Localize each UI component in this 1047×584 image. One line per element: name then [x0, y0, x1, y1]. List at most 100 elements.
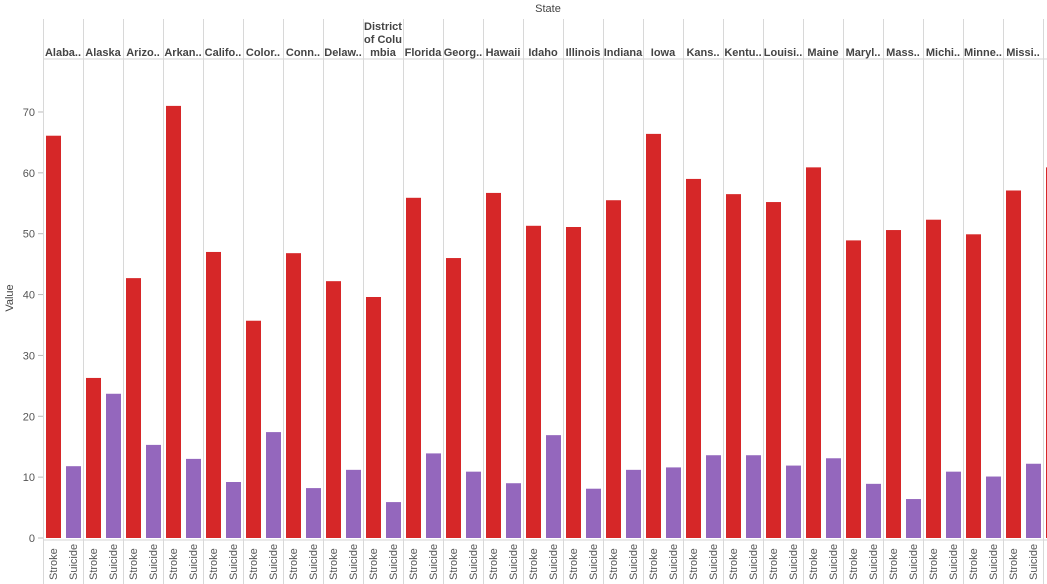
suicide-category-label: Suicide: [748, 544, 760, 580]
state-header-label: Missi..: [1006, 47, 1040, 59]
suicide-category-label: Suicide: [548, 544, 560, 580]
suicide-category-label: Suicide: [868, 544, 880, 580]
y-tick-label: 60: [23, 168, 35, 180]
stroke-category-label: Stroke: [48, 548, 60, 580]
suicide-bar: [946, 471, 961, 538]
suicide-bar: [786, 465, 801, 538]
stroke-category-label: Stroke: [368, 548, 380, 580]
suicide-bar: [466, 471, 481, 538]
state-panel: Kentu.. Stroke Suicide: [723, 19, 762, 584]
suicide-bar: [986, 476, 1001, 538]
stroke-bar: [566, 227, 581, 538]
stroke-bar: [766, 202, 781, 538]
stroke-bar: [126, 278, 141, 538]
state-header-label: Califo..: [205, 47, 242, 59]
suicide-bar: [706, 455, 721, 538]
y-tick-label: 50: [23, 229, 35, 241]
y-tick-label: 30: [23, 350, 35, 362]
stroke-category-label: Stroke: [88, 548, 100, 580]
stroke-bar: [966, 234, 981, 538]
suicide-bar: [226, 482, 241, 538]
state-header-label: Idaho: [528, 47, 558, 59]
suicide-category-label: Suicide: [988, 544, 1000, 580]
stroke-category-label: Stroke: [968, 548, 980, 580]
suicide-category-label: Suicide: [948, 544, 960, 580]
suicide-bar: [266, 432, 281, 538]
suicide-category-label: Suicide: [108, 544, 120, 580]
state-header-label: Arizo..: [126, 47, 160, 59]
state-panel: Missi.. Stroke Suicide: [1003, 19, 1041, 584]
suicide-category-label: Suicide: [148, 544, 160, 580]
suicide-bar: [666, 467, 681, 538]
stroke-bar: [46, 135, 61, 538]
suicide-category-label: Suicide: [908, 544, 920, 580]
state-header-label: Arkan..: [164, 47, 201, 59]
suicide-bar: [106, 393, 121, 538]
stroke-bar: [166, 105, 181, 539]
suicide-bar: [346, 469, 361, 538]
stroke-bar: [726, 194, 741, 539]
stroke-bar: [646, 133, 661, 539]
state-panel: Alaba.. Stroke Suicide: [43, 19, 81, 584]
state-header-label: Hawaii: [486, 47, 521, 59]
stroke-bar: [406, 197, 421, 538]
stroke-bar: [606, 200, 621, 539]
state-panel: Delaw.. Stroke Suicide: [323, 19, 362, 584]
stroke-category-label: Stroke: [928, 548, 940, 580]
y-axis-title: Value: [4, 284, 16, 311]
state-panel: Kans.. Stroke Suicide: [683, 19, 721, 584]
suicide-bar: [826, 458, 841, 538]
stroke-category-label: Stroke: [248, 548, 260, 580]
suicide-bar: [586, 488, 601, 538]
stroke-category-label: Stroke: [208, 548, 220, 580]
stroke-bar: [1006, 190, 1021, 539]
stroke-category-label: Stroke: [168, 548, 180, 580]
suicide-bar: [306, 488, 321, 538]
y-tick-label: 70: [23, 107, 35, 119]
stroke-bar: [446, 258, 461, 538]
state-panel: Iowa Stroke Suicide: [643, 19, 681, 584]
stroke-bar: [686, 178, 701, 538]
stroke-category-label: Stroke: [848, 548, 860, 580]
stroke-category-label: Stroke: [608, 548, 620, 580]
y-tick-label: 0: [29, 533, 35, 545]
stroke-bar: [846, 240, 861, 538]
state-panel: Mass.. Stroke Suicide: [883, 19, 921, 584]
state-header-label: Kentu..: [724, 47, 761, 59]
state-panel: Georg.. Stroke Suicide: [443, 19, 482, 584]
state-panel: Hawaii Stroke Suicide: [483, 19, 521, 584]
state-panel: Color.. Stroke Suicide: [243, 19, 281, 584]
stroke-bar: [326, 281, 341, 538]
stroke-bar: [526, 225, 541, 538]
state-header-label: Louisi..: [764, 47, 803, 59]
suicide-category-label: Suicide: [508, 544, 520, 580]
suicide-bar: [386, 502, 401, 538]
suicide-category-label: Suicide: [468, 544, 480, 580]
stroke-category-label: Stroke: [568, 548, 580, 580]
stroke-bar: [206, 251, 221, 538]
suicide-bar: [506, 483, 521, 538]
state-panel: Idaho Stroke Suicide: [523, 19, 561, 584]
suicide-category-label: Suicide: [428, 544, 440, 580]
state-panel: Arkan.. Stroke Suicide: [163, 19, 202, 584]
state-panel: Califo.. Stroke Suicide: [203, 19, 242, 584]
suicide-category-label: Suicide: [588, 544, 600, 580]
suicide-bar: [746, 455, 761, 538]
suicide-bar: [146, 444, 161, 538]
stroke-category-label: Stroke: [448, 548, 460, 580]
y-tick-label: 40: [23, 290, 35, 302]
state-header-label: Illinois: [566, 47, 601, 59]
state-panel: Indiana Stroke Suicide: [603, 19, 643, 584]
stroke-category-label: Stroke: [288, 548, 300, 580]
y-axis: 0 10 20 30 40 50 60 70: [23, 107, 43, 545]
suicide-category-label: Suicide: [828, 544, 840, 580]
state-header-label: Alaska: [85, 47, 121, 59]
state-header-label: Iowa: [651, 47, 676, 59]
state-header-label: Delaw..: [324, 47, 362, 59]
state-header-label: Kans..: [686, 47, 719, 59]
suicide-category-label: Suicide: [668, 544, 680, 580]
suicide-bar: [866, 483, 881, 538]
suicide-category-label: Suicide: [788, 544, 800, 580]
state-panel: Florida Stroke Suicide: [403, 19, 442, 584]
stroke-category-label: Stroke: [128, 548, 140, 580]
